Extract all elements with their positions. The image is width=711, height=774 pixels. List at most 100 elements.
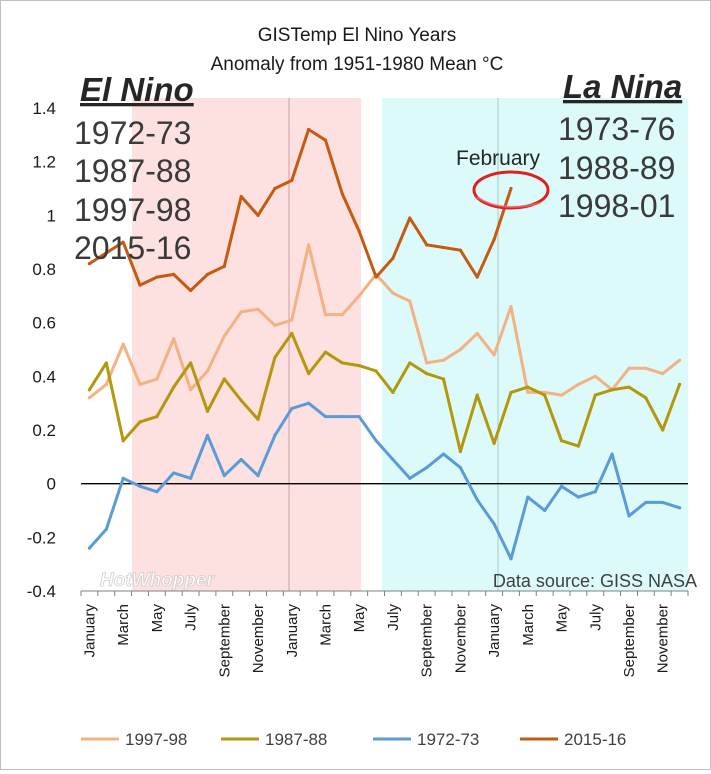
data-point-1997-98 xyxy=(559,393,564,397)
data-point-2015-16 xyxy=(155,275,159,279)
data-point-1987-88 xyxy=(543,393,547,397)
x-axis: January March May July September November Janu… xyxy=(80,591,689,677)
data-point-1987-88 xyxy=(256,417,260,421)
data-point-1997-98 xyxy=(340,313,344,317)
data-point-2015-16 xyxy=(138,283,142,287)
data-point-1972-73 xyxy=(475,498,479,502)
y-tick-label: 0.6 xyxy=(32,314,56,333)
data-point-1997-98 xyxy=(172,337,176,341)
data-source: Data source: GISS NASA xyxy=(493,571,697,591)
x-tick-label: July xyxy=(385,604,402,631)
data-point-1987-88 xyxy=(627,385,631,389)
data-point-1972-73 xyxy=(543,508,547,513)
series-group xyxy=(87,127,682,561)
el-nino-year: 1987-88 xyxy=(74,153,191,189)
data-point-1972-73 xyxy=(104,527,108,531)
data-point-1987-88 xyxy=(559,439,564,443)
chart-title-line1: GISTemp El Nino Years xyxy=(258,25,457,46)
data-point-1972-73 xyxy=(273,433,277,437)
y-tick-label: 1.2 xyxy=(32,153,56,172)
data-point-1997-98 xyxy=(661,372,665,376)
data-point-1997-98 xyxy=(441,358,446,362)
data-point-1987-88 xyxy=(155,414,159,419)
data-point-1997-98 xyxy=(357,294,361,298)
chart-title-line2: Anomaly from 1951-1980 Mean °C xyxy=(211,54,504,75)
data-point-2015-16 xyxy=(222,264,226,268)
data-point-1997-98 xyxy=(644,366,648,370)
data-point-1997-98 xyxy=(509,304,513,309)
data-point-1997-98 xyxy=(188,388,193,392)
data-point-1997-98 xyxy=(138,382,142,386)
data-point-1972-73 xyxy=(256,474,260,478)
data-point-1997-98 xyxy=(121,342,125,346)
data-point-2015-16 xyxy=(340,192,344,196)
y-tick-label: -0.4 xyxy=(27,582,56,601)
data-point-1997-98 xyxy=(391,291,395,295)
data-point-1972-73 xyxy=(458,465,462,470)
data-point-1972-73 xyxy=(610,452,614,456)
data-point-1972-73 xyxy=(357,414,361,419)
data-point-1987-88 xyxy=(205,409,210,413)
data-point-1997-98 xyxy=(307,243,311,247)
la-nina-year: 1998-01 xyxy=(558,188,675,224)
data-point-2015-16 xyxy=(323,138,328,142)
data-point-1997-98 xyxy=(239,310,243,314)
data-point-2015-16 xyxy=(475,275,479,279)
legend-label-2015-16: 2015-16 xyxy=(564,730,626,749)
data-point-1987-88 xyxy=(104,361,108,365)
data-point-1972-73 xyxy=(138,484,142,488)
data-point-1972-73 xyxy=(222,474,226,478)
data-point-1997-98 xyxy=(425,361,429,365)
data-point-1997-98 xyxy=(458,347,462,352)
highlight-ring xyxy=(472,170,550,210)
data-point-1972-73 xyxy=(340,414,344,419)
data-point-1987-88 xyxy=(441,377,446,381)
el-nino-year: 1997-98 xyxy=(74,192,191,228)
data-point-1997-98 xyxy=(155,377,159,381)
x-tick-label: September xyxy=(216,604,233,677)
highlight-ring-shadow xyxy=(476,196,542,208)
y-tick-label: 1 xyxy=(47,206,56,225)
x-tick-label: May xyxy=(149,604,166,633)
series-line-2015-16 xyxy=(87,128,513,292)
data-point-1972-73 xyxy=(374,439,378,443)
data-point-1972-73 xyxy=(526,495,530,499)
data-point-1987-88 xyxy=(661,428,665,432)
data-point-2015-16 xyxy=(188,288,193,293)
data-point-1987-88 xyxy=(610,388,614,392)
data-point-1987-88 xyxy=(391,390,395,395)
data-point-1997-98 xyxy=(205,369,210,373)
x-tick-label: March xyxy=(115,604,132,646)
data-point-2015-16 xyxy=(458,248,462,252)
x-tick-label: November xyxy=(655,604,672,673)
data-point-1987-88 xyxy=(677,382,682,386)
data-point-2015-16 xyxy=(172,272,176,276)
data-point-1972-73 xyxy=(239,457,243,462)
data-point-1972-73 xyxy=(576,495,581,499)
data-point-2015-16 xyxy=(87,262,92,266)
data-point-1997-98 xyxy=(526,390,530,395)
data-point-1997-98 xyxy=(273,323,277,327)
el-nino-year: 1972-73 xyxy=(74,115,191,151)
data-point-1987-88 xyxy=(222,377,226,381)
data-point-1972-73 xyxy=(627,514,631,518)
data-point-1972-73 xyxy=(425,465,429,470)
data-point-1997-98 xyxy=(627,366,631,370)
data-point-1997-98 xyxy=(87,396,92,400)
data-point-1972-73 xyxy=(87,546,92,550)
data-point-1987-88 xyxy=(121,439,125,443)
data-point-1997-98 xyxy=(677,358,682,362)
data-point-1972-73 xyxy=(408,476,412,480)
legend-label-1972-73: 1972-73 xyxy=(417,730,479,749)
data-point-2015-16 xyxy=(509,186,513,191)
data-point-1987-88 xyxy=(475,393,479,397)
el-nino-title: El Nino xyxy=(80,71,194,108)
data-point-1972-73 xyxy=(172,471,176,475)
data-point-1972-73 xyxy=(188,476,193,480)
el-nino-year: 2015-16 xyxy=(74,230,191,266)
data-point-1987-88 xyxy=(87,388,92,392)
data-point-1987-88 xyxy=(408,361,412,365)
series-line-1987-88 xyxy=(87,331,682,453)
